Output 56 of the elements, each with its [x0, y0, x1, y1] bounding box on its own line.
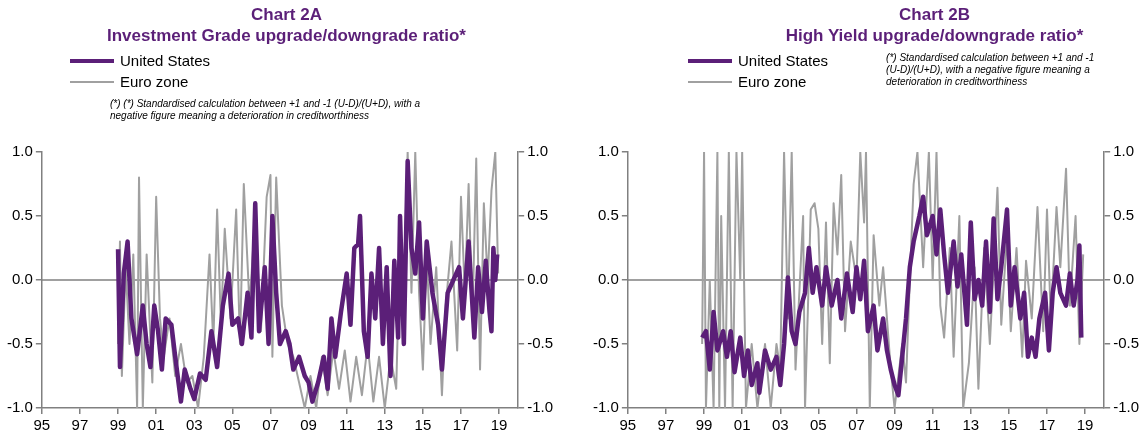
- x-tick-label: 99: [695, 416, 713, 434]
- y2-tick-label: -0.5: [1113, 334, 1140, 352]
- y-tick-label: 0.0: [11, 270, 33, 288]
- x-tick-label: 17: [452, 416, 470, 434]
- x-tick-label: 09: [886, 416, 903, 434]
- chart-subtitle: Investment Grade upgrade/downgrade ratio*: [106, 25, 467, 46]
- y2-tick-label: 0.5: [1113, 206, 1135, 224]
- y2-tick-label: 0.0: [527, 270, 549, 288]
- x-tick-label: 95: [33, 416, 51, 434]
- y-tick-label: 1.0: [11, 142, 33, 160]
- text: (*) Standardised calculation between +1 and -1 (U-D)/(U+D), with a negative figure meaning a deterioration in creditworthiness: [886, 52, 1096, 89]
- y-tick-label: -0.5: [6, 334, 33, 352]
- x-tick-label: 97: [657, 416, 675, 434]
- y2-tick-label: 1.0: [527, 142, 549, 160]
- y-tick-label: 0.5: [597, 206, 619, 224]
- x-tick-label: 05: [810, 416, 827, 434]
- x-tick-label: 07: [262, 416, 279, 434]
- y2-tick-label: 0.0: [1113, 270, 1135, 288]
- x-tick-label: 99: [109, 416, 127, 434]
- x-tick-label: 97: [71, 416, 89, 434]
- x-tick-label: 03: [771, 416, 789, 434]
- y-tick-label: 0.0: [597, 270, 619, 288]
- x-tick-label: 95: [619, 416, 637, 434]
- y2-tick-label: -1.0: [527, 398, 554, 416]
- x-tick-label: 19: [1076, 416, 1094, 434]
- legend-label: United States: [120, 52, 211, 69]
- chart-title: Chart 2B: [898, 4, 971, 25]
- y2-tick-label: 0.5: [527, 206, 549, 224]
- x-tick-label: 13: [376, 416, 394, 434]
- x-tick-label: 05: [224, 416, 241, 434]
- chart-subtitle: High Yield upgrade/downgrade ratio*: [784, 25, 1085, 46]
- x-tick-label: 15: [1000, 416, 1018, 434]
- x-tick-label: 13: [962, 416, 980, 434]
- x-tick-label: 09: [300, 416, 317, 434]
- x-tick-label: 19: [490, 416, 508, 434]
- legend-label: Euro zone: [738, 73, 807, 90]
- x-tick-label: 07: [848, 416, 865, 434]
- y2-tick-label: -0.5: [527, 334, 554, 352]
- x-tick-label: 11: [924, 416, 941, 434]
- y-tick-label: -1.0: [592, 398, 619, 416]
- y2-tick-label: 1.0: [1113, 142, 1135, 160]
- y-tick-label: 1.0: [597, 142, 619, 160]
- x-tick-label: 03: [185, 416, 203, 434]
- x-tick-label: 11: [338, 416, 355, 434]
- x-tick-label: 17: [1038, 416, 1056, 434]
- x-tick-label: 15: [414, 416, 432, 434]
- y-tick-label: -1.0: [6, 398, 33, 416]
- legend-label: United States: [738, 52, 829, 69]
- text: (*) (*) Standardised calculation between +1 and -1 (U-D)/(U+D), with a negative figure meaning a deterioration in creditworthiness: [110, 98, 422, 122]
- y2-tick-label: -1.0: [1113, 398, 1140, 416]
- x-tick-label: 01: [147, 416, 165, 434]
- y-tick-label: 0.5: [11, 206, 33, 224]
- chart-title: Chart 2A: [250, 4, 323, 25]
- legend-label: Euro zone: [120, 73, 189, 90]
- x-tick-label: 01: [733, 416, 751, 434]
- y-tick-label: -0.5: [592, 334, 619, 352]
